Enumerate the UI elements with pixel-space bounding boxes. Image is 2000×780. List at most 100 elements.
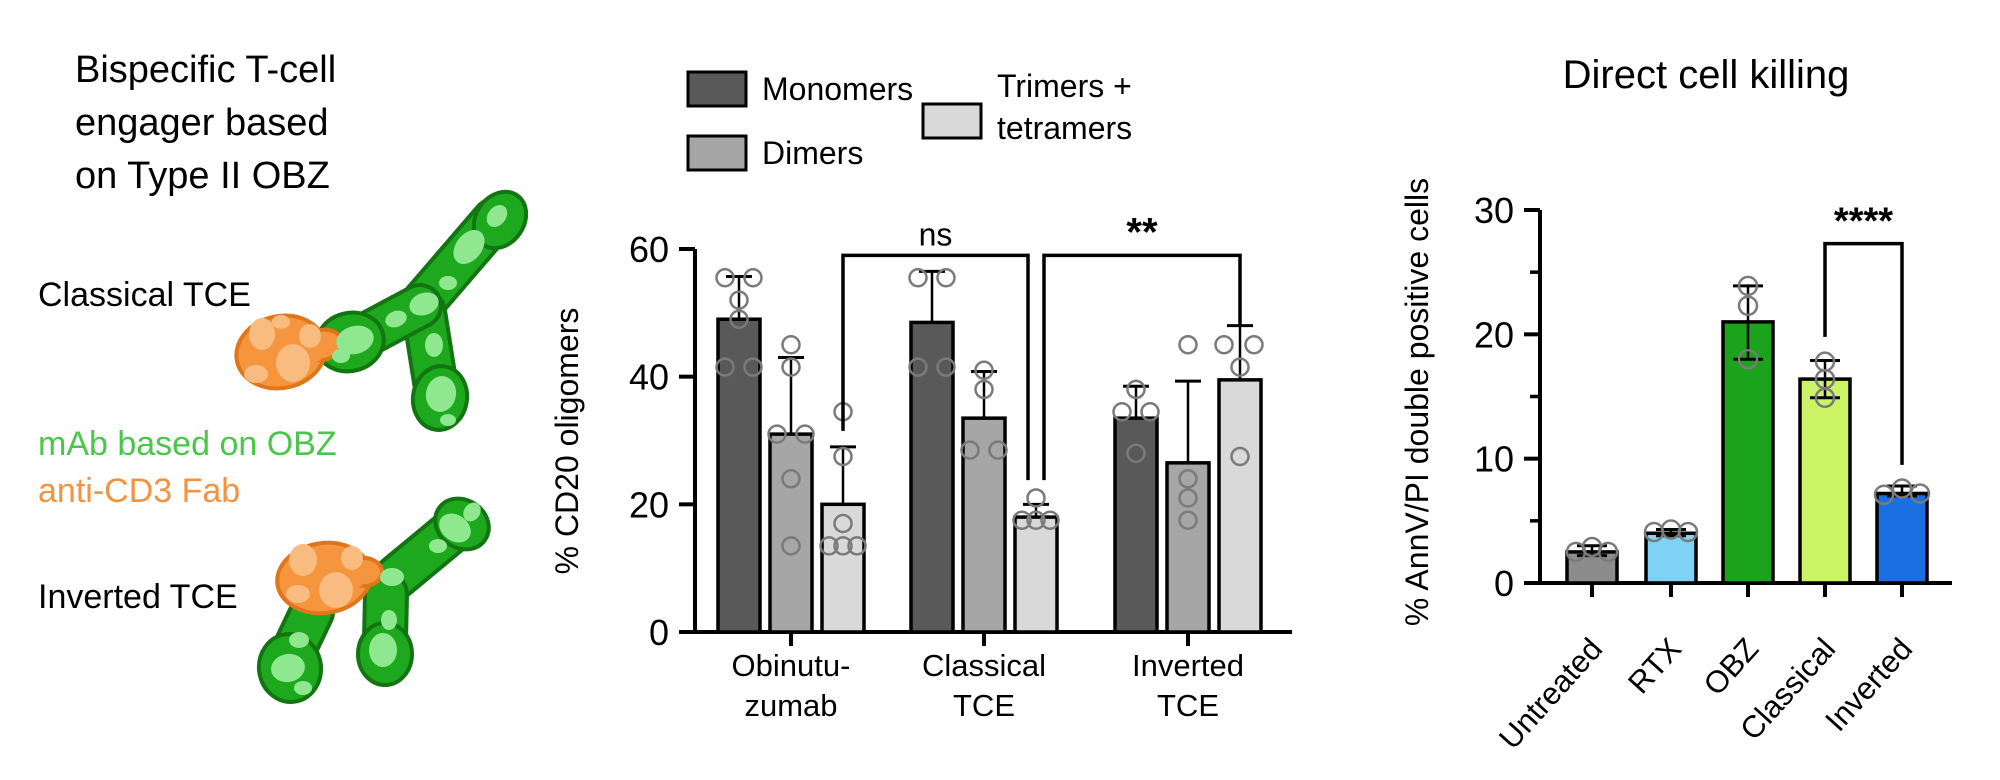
svg-text:Direct cell killing: Direct cell killing: [1563, 53, 1850, 97]
bar-obz: [1721, 320, 1775, 585]
bars-trimers-tetramers: [819, 324, 1264, 634]
svg-text:0: 0: [1494, 563, 1514, 604]
data-point: [819, 536, 839, 556]
bar: [961, 416, 1007, 634]
data-point: [1244, 335, 1264, 355]
legend-swatch: [686, 70, 748, 108]
svg-text:TCE: TCE: [1157, 688, 1219, 723]
data-point: [833, 536, 853, 556]
svg-text:Untreated: Untreated: [1492, 631, 1609, 756]
data-point: [715, 267, 735, 288]
data-point: [908, 357, 928, 377]
data-point: [1230, 357, 1250, 377]
chart-title: Direct cell killing: [1563, 53, 1850, 97]
bar: [909, 320, 955, 634]
data-point: [795, 424, 815, 444]
bar: [768, 432, 814, 634]
significance-bracket: ****: [1823, 201, 1904, 465]
data-point: [1737, 295, 1759, 316]
svg-text:Obinutu-: Obinutu-: [732, 648, 851, 683]
data-point: [1873, 484, 1895, 505]
data-point: [1891, 478, 1913, 499]
svg-text:20: 20: [1474, 314, 1514, 355]
y-axis: 0 20 40 60: [629, 229, 1292, 653]
svg-text:tetramers: tetramers: [997, 110, 1132, 146]
data-point: [988, 440, 1008, 460]
legend-swatch: [686, 134, 748, 172]
title-line-2: engager based: [75, 102, 329, 144]
svg-text:30: 30: [1474, 190, 1514, 231]
bar: [820, 502, 866, 634]
data-point: [833, 513, 853, 534]
direct-cell-killing-chart: Direct cell killing 0 10 20 30 % AnnV/PI doub…: [1399, 53, 1952, 756]
bars: [1565, 275, 1931, 585]
data-point: [1597, 541, 1619, 563]
data-point: [974, 379, 994, 400]
data-point: [1737, 275, 1759, 297]
data-point: [1178, 469, 1198, 489]
svg-text:40: 40: [629, 357, 669, 398]
svg-text:**: **: [1126, 210, 1158, 254]
diagram-caption: mAb based on OBZ anti-CD3 Fab: [38, 421, 337, 515]
data-point: [1214, 335, 1234, 355]
x-category-labels: Obinutu-zumab Classical TCE Inverted TCE: [732, 632, 1244, 723]
svg-text:****: ****: [1834, 201, 1893, 243]
data-point: [781, 357, 801, 377]
svg-text:% AnnV/PI double positive cell: % AnnV/PI double positive cells: [1399, 178, 1435, 626]
bar: [1013, 515, 1059, 634]
data-point: [743, 267, 763, 288]
title-line-3: on Type II OBZ: [75, 155, 330, 197]
svg-text:zumab: zumab: [744, 688, 837, 723]
left-panel-title: Bispecific T-cell engager based on Type …: [75, 44, 336, 203]
legend-swatch: [921, 102, 983, 140]
significance-bracket: **: [1042, 210, 1242, 481]
title-line-1: Bispecific T-cell: [75, 49, 337, 91]
data-point: [908, 267, 928, 288]
bar: [716, 317, 762, 634]
data-point: [1178, 335, 1198, 355]
data-point: [1230, 446, 1250, 467]
classical-tce-diagram: [234, 189, 529, 432]
svg-text:Classical: Classical: [922, 648, 1046, 683]
bar: [1113, 416, 1159, 634]
svg-text:Monomers: Monomers: [762, 71, 913, 107]
data-point: [1737, 348, 1759, 370]
cd20-oligomer-chart: 0 20 40 60 % CD20 oligomers Obinutu-zumab Clas…: [549, 68, 1292, 723]
data-point: [1112, 402, 1132, 422]
y-axis-label: % AnnV/PI double positive cells: [1399, 178, 1435, 626]
data-point: [743, 357, 763, 377]
bar: [1217, 378, 1263, 634]
svg-text:Dimers: Dimers: [762, 135, 863, 171]
data-point: [960, 440, 980, 460]
data-point: [936, 357, 956, 377]
svg-text:% CD20 oligomers: % CD20 oligomers: [549, 308, 585, 575]
data-point: [1677, 521, 1699, 543]
data-point: [1178, 510, 1198, 531]
svg-text:OBZ: OBZ: [1697, 631, 1766, 702]
data-point: [1178, 488, 1198, 508]
legend: Monomers Dimers Trimers + tetramers: [686, 68, 1132, 172]
mab-caption: mAb based on OBZ: [38, 425, 337, 463]
antibody-diagrams: [234, 189, 529, 704]
svg-text:TCE: TCE: [953, 688, 1015, 723]
classical-tce-label: Classical TCE: [38, 276, 251, 314]
data-point: [847, 536, 867, 556]
svg-text:0: 0: [649, 612, 669, 653]
svg-text:Inverted: Inverted: [1132, 648, 1244, 683]
data-point: [1026, 510, 1046, 531]
svg-text:RTX: RTX: [1621, 631, 1688, 700]
data-point: [1012, 510, 1032, 531]
data-point: [1126, 443, 1146, 464]
significance-bracket: ns: [841, 216, 1030, 481]
data-point: [781, 469, 801, 489]
data-point: [1814, 387, 1836, 408]
data-point: [974, 360, 994, 381]
bars-dimers: [767, 335, 1211, 634]
svg-text:ns: ns: [919, 216, 953, 252]
svg-text:60: 60: [629, 229, 669, 270]
data-point: [833, 446, 853, 467]
data-point: [729, 309, 749, 329]
data-point: [781, 536, 801, 556]
